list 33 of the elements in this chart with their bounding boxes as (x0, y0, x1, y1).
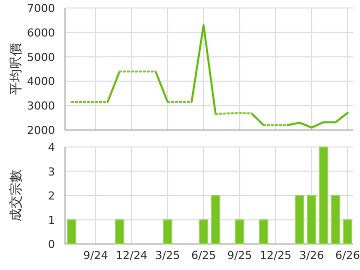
bar (115, 219, 124, 244)
y-tick-label: 7000 (27, 2, 55, 15)
y-tick-label: 2000 (27, 124, 55, 137)
y-tick-label: 2 (48, 190, 55, 202)
y-tick-label: 5000 (27, 50, 55, 64)
y-tick-label: 3000 (27, 100, 55, 113)
x-tick-label: 12/25 (260, 249, 292, 262)
bar (307, 195, 316, 244)
x-tick-label: 9/25 (227, 249, 252, 262)
x-tick-label: 3/26 (299, 249, 324, 262)
x-tick-label: 6/25 (191, 249, 216, 262)
bar (319, 146, 328, 244)
x-tick-label: 3/25 (155, 249, 180, 262)
bar (343, 219, 352, 244)
y-axis-title: 成交宗數 (8, 170, 24, 222)
x-tick-label: 6/26 (335, 249, 360, 262)
y-tick-label: 1 (48, 214, 55, 227)
y-tick-label: 4 (48, 141, 55, 154)
y-tick-label: 6000 (27, 26, 55, 40)
bar (163, 219, 172, 244)
y-tick-label: 4000 (27, 75, 55, 88)
bar (295, 195, 304, 244)
y-tick-label: 0 (48, 238, 55, 251)
bar (235, 219, 244, 244)
y-axis-title: 平均呎價 (9, 43, 24, 95)
bar (199, 219, 208, 244)
x-tick-label: 9/24 (83, 249, 108, 262)
x-tick-label: 12/24 (116, 249, 148, 262)
bar (259, 219, 268, 244)
bar (331, 195, 340, 244)
bar (67, 219, 76, 244)
bar (211, 195, 220, 244)
y-tick-label: 3 (48, 165, 55, 178)
